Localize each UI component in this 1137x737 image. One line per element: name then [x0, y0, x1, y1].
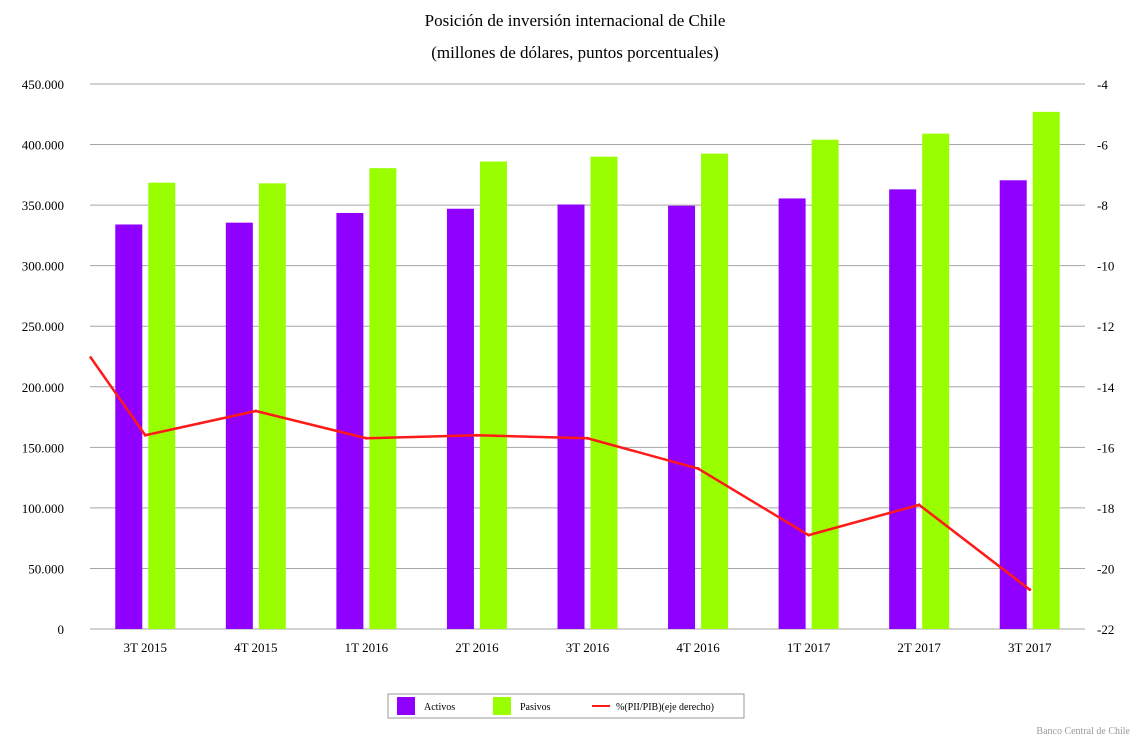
- bar-pasivos: [1032, 111, 1060, 630]
- right-tick-label: -4: [1097, 77, 1108, 92]
- ratio-line-path: [88, 355, 1031, 591]
- right-axis-ticks: -22 -20 -18 -16 -14 -12 -10 -8 -6 -4: [1097, 77, 1115, 637]
- chart-title: Posición de inversión internacional de C…: [425, 11, 726, 30]
- bars: [115, 111, 1060, 630]
- left-tick-label: 150.000: [22, 440, 64, 455]
- ratio-point: [1028, 588, 1032, 592]
- left-tick-label: 250.000: [22, 319, 64, 334]
- legend-swatch-activos: [397, 697, 415, 715]
- right-tick-label: -22: [1097, 622, 1114, 637]
- bar-activos: [446, 208, 474, 629]
- x-tick-label: 1T 2016: [345, 640, 389, 655]
- left-tick-label: 200.000: [22, 380, 64, 395]
- ratio-point: [696, 467, 700, 471]
- bar-pasivos: [148, 182, 176, 629]
- left-tick-label: 300.000: [22, 259, 64, 274]
- bar-pasivos: [479, 161, 507, 629]
- left-tick-label: 450.000: [22, 77, 64, 92]
- ratio-point: [807, 533, 811, 537]
- bar-activos: [557, 204, 585, 629]
- ratio-point: [586, 436, 589, 440]
- x-tick-label: 2T 2016: [455, 640, 499, 655]
- left-tick-label: 350.000: [22, 198, 64, 213]
- bar-pasivos: [922, 133, 950, 629]
- bar-pasivos: [258, 183, 286, 630]
- right-tick-label: -16: [1097, 440, 1115, 455]
- x-axis-ticks: 3T 2015 4T 2015 1T 2016 2T 2016 3T 2016 4T 20…: [124, 640, 1052, 655]
- x-tick-label: 4T 2016: [676, 640, 720, 655]
- legend-label-ratio: %(PII/PIB)(eje derecho): [616, 702, 714, 713]
- x-tick-label: 3T 2017: [1008, 640, 1052, 655]
- x-tick-label: 1T 2017: [787, 640, 831, 655]
- x-tick-label: 3T 2016: [566, 640, 610, 655]
- legend: Activos Pasivos %(PII/PIB)(eje derecho): [387, 693, 745, 719]
- gridlines: [90, 83, 1085, 630]
- chart-subtitle: (millones de dólares, puntos porcentuale…: [431, 43, 719, 62]
- left-tick-label: 100.000: [22, 501, 64, 516]
- bar-activos: [889, 189, 917, 629]
- left-tick-label: 50.000: [28, 561, 64, 576]
- right-tick-label: -8: [1097, 198, 1108, 213]
- ratio-point: [143, 433, 147, 437]
- right-tick-label: -12: [1097, 319, 1114, 334]
- legend-swatch-pasivos: [493, 697, 511, 715]
- left-tick-label: 400.000: [22, 138, 64, 153]
- ratio-line: [88, 355, 1032, 592]
- right-tick-label: -14: [1097, 380, 1115, 395]
- left-axis-ticks: 0 50.000 100.000 150.000 200.000 250.000 300.0…: [22, 77, 64, 637]
- bar-activos: [999, 180, 1027, 630]
- right-tick-label: -10: [1097, 259, 1114, 274]
- legend-label-pasivos: Pasivos: [520, 702, 551, 713]
- ratio-point: [917, 503, 921, 507]
- bar-activos: [336, 212, 364, 629]
- right-tick-label: -6: [1097, 138, 1108, 153]
- legend-label-activos: Activos: [424, 702, 455, 713]
- right-tick-label: -18: [1097, 501, 1114, 516]
- ratio-point: [475, 433, 479, 437]
- source-credit: Banco Central de Chile: [1036, 726, 1130, 737]
- bar-pasivos: [701, 153, 729, 629]
- bar-activos: [225, 222, 253, 629]
- left-tick-label: 0: [58, 622, 65, 637]
- right-tick-label: -20: [1097, 561, 1114, 576]
- x-tick-label: 2T 2017: [897, 640, 941, 655]
- x-tick-label: 3T 2015: [124, 640, 167, 655]
- bar-activos: [115, 224, 143, 629]
- ratio-point: [254, 409, 258, 413]
- bar-pasivos: [590, 156, 618, 629]
- bar-pasivos: [811, 139, 839, 629]
- x-tick-label: 4T 2015: [234, 640, 277, 655]
- bar-pasivos: [369, 168, 397, 629]
- ratio-point: [364, 436, 368, 440]
- bar-activos: [778, 198, 806, 629]
- bar-activos: [668, 205, 696, 629]
